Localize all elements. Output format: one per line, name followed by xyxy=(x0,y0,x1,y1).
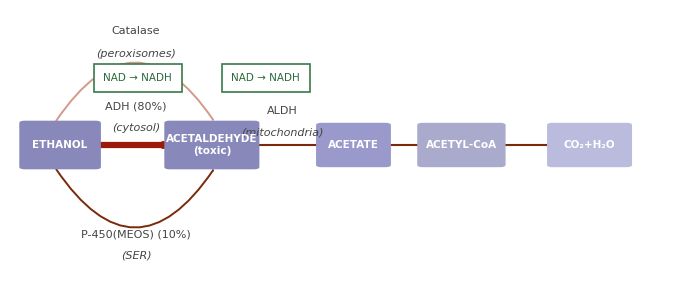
FancyBboxPatch shape xyxy=(316,123,391,167)
Text: (peroxisomes): (peroxisomes) xyxy=(96,49,176,59)
Text: NAD → NADH: NAD → NADH xyxy=(231,73,300,83)
FancyBboxPatch shape xyxy=(222,64,309,93)
FancyArrowPatch shape xyxy=(56,63,213,121)
FancyBboxPatch shape xyxy=(165,121,259,169)
Text: ALDH: ALDH xyxy=(267,106,298,116)
Text: Catalase: Catalase xyxy=(112,26,160,36)
FancyBboxPatch shape xyxy=(547,123,632,167)
FancyBboxPatch shape xyxy=(94,64,182,93)
Text: (mitochondria): (mitochondria) xyxy=(241,127,324,137)
Text: P-450(MEOS) (10%): P-450(MEOS) (10%) xyxy=(81,230,191,240)
Text: CO₂+H₂O: CO₂+H₂O xyxy=(564,140,615,150)
FancyBboxPatch shape xyxy=(418,123,505,167)
Text: NAD → NADH: NAD → NADH xyxy=(103,73,172,83)
Text: ADH (80%): ADH (80%) xyxy=(105,102,167,112)
Text: ACETATE: ACETATE xyxy=(328,140,379,150)
FancyArrowPatch shape xyxy=(56,169,213,227)
Text: ACETALDEHYDE
(toxic): ACETALDEHYDE (toxic) xyxy=(166,134,258,156)
Text: (cytosol): (cytosol) xyxy=(112,123,160,133)
Text: ACETYL-CoA: ACETYL-CoA xyxy=(426,140,497,150)
Text: (SER): (SER) xyxy=(120,251,151,261)
FancyBboxPatch shape xyxy=(19,121,101,169)
Text: ETHANOL: ETHANOL xyxy=(33,140,88,150)
